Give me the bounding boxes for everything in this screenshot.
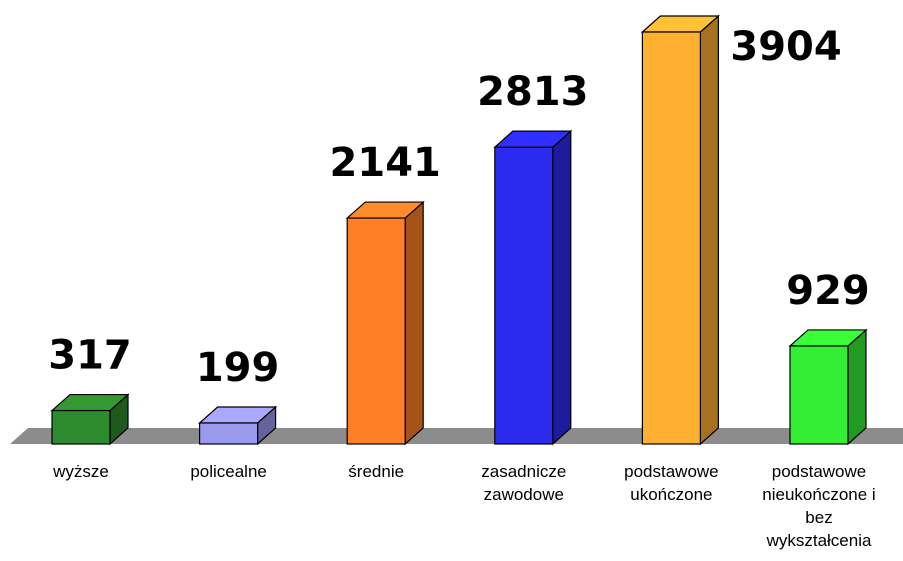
bar xyxy=(346,217,406,445)
bar xyxy=(641,31,702,445)
bar xyxy=(51,409,111,445)
x-tick-label: wyższe xyxy=(53,462,109,481)
bar-side xyxy=(847,328,867,446)
x-tick-label: podstawowe ukończone xyxy=(624,462,719,504)
value-label: 2813 xyxy=(477,69,588,115)
bar xyxy=(789,345,849,445)
floor xyxy=(10,428,903,444)
value-label: 2141 xyxy=(330,140,441,186)
value-label: 3904 xyxy=(730,24,841,70)
bar-side xyxy=(699,14,720,446)
x-tick-label: zasadnicze zawodowe xyxy=(481,462,567,504)
value-label: 929 xyxy=(786,268,870,314)
bar-side xyxy=(404,200,424,446)
bar xyxy=(494,146,554,445)
x-tick-label: policealne xyxy=(190,462,267,481)
x-tick-label: średnie xyxy=(348,462,405,481)
bar xyxy=(199,422,259,445)
x-tick-label: podstawowe nieukończone i bez wykształce… xyxy=(762,462,876,550)
value-label: 317 xyxy=(48,333,132,379)
bar-side xyxy=(552,129,572,446)
value-label: 199 xyxy=(196,345,280,391)
